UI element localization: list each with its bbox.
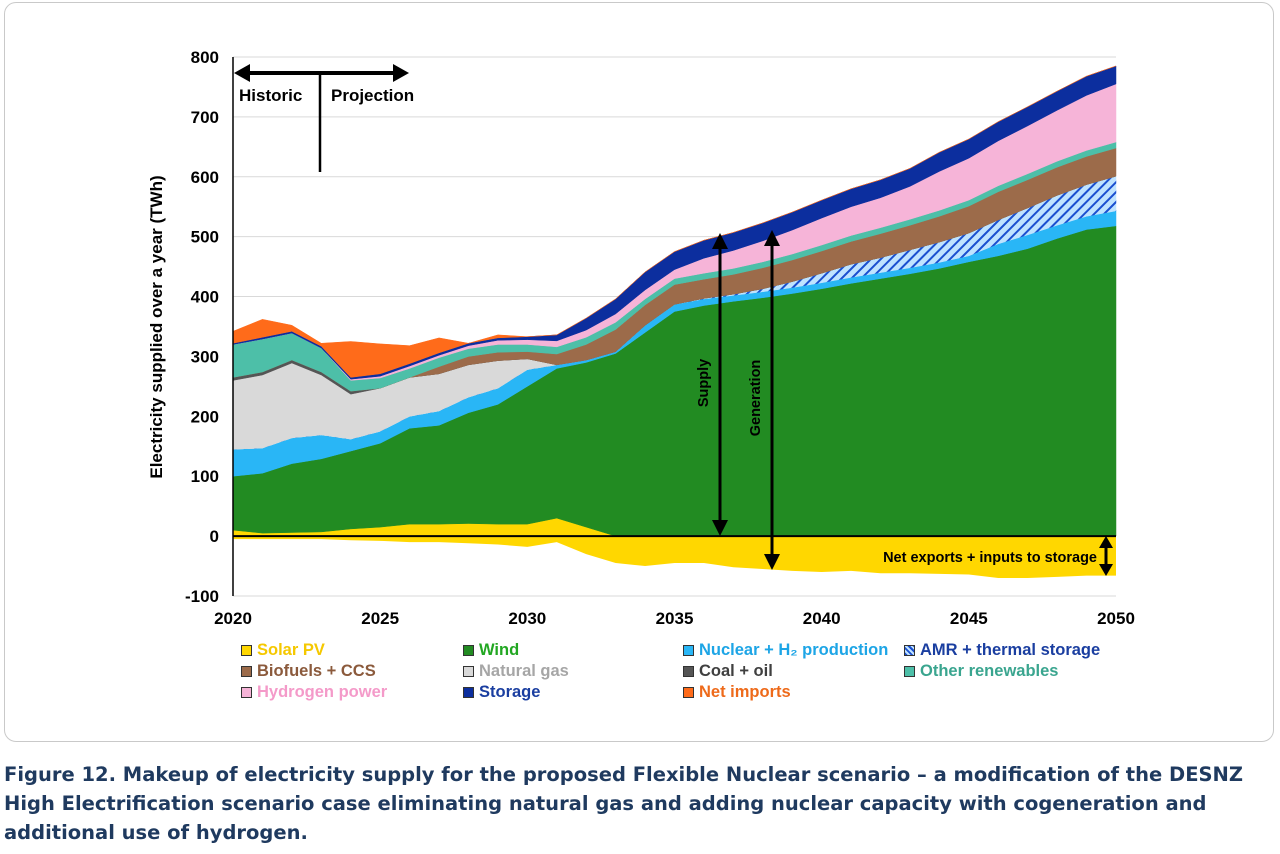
legend-item: Storage (463, 683, 540, 702)
legend-item: Nuclear + H₂ production (683, 641, 888, 660)
supply-label: Supply (696, 359, 712, 407)
figure-caption: Figure 12. Makeup of electricity supply … (4, 763, 1244, 844)
legend-label: Biofuels + CCS (257, 662, 376, 680)
y-tick-label: 800 (191, 48, 219, 67)
supply-arrow-head-top (712, 233, 728, 249)
y-tick-label: 500 (191, 228, 219, 247)
legend-item: Biofuels + CCS (241, 662, 376, 681)
historic-arrow-head-left (234, 64, 250, 82)
x-tick-label: 2025 (361, 609, 399, 628)
legend-item: Other renewables (904, 662, 1058, 681)
legend-label: Natural gas (479, 662, 569, 680)
legend-swatch (904, 645, 915, 656)
legend-swatch (241, 666, 252, 677)
y-tick-label: 400 (191, 288, 219, 307)
legend-item: Net imports (683, 683, 791, 702)
legend-label: Wind (479, 641, 520, 659)
legend-swatch (463, 666, 474, 677)
y-tick-label: 600 (191, 168, 219, 187)
historic-label: Historic (239, 86, 302, 105)
legend-label: Coal + oil (699, 662, 773, 680)
x-tick-label: 2050 (1097, 609, 1135, 628)
projection-arrow-head-right (393, 64, 409, 82)
y-tick-label: 100 (191, 467, 219, 486)
y-tick-label: 300 (191, 347, 219, 366)
legend-swatch (683, 687, 694, 698)
legend-item: Wind (463, 641, 519, 660)
y-tick-label: 0 (210, 527, 219, 546)
net-exports-label: Net exports + inputs to storage (883, 550, 1097, 566)
legend-label: Other renewables (920, 662, 1059, 680)
x-tick-label: 2040 (803, 609, 841, 628)
legend-swatch (463, 645, 474, 656)
axis-layer: -100 0 100 200 300 400 500 600 700 800 2020 2025 203… (185, 48, 1135, 628)
annotation-layer: Historic Projection Supply Generation Ne… (234, 64, 1113, 576)
legend-swatch (463, 687, 474, 698)
generation-label: Generation (748, 360, 764, 437)
x-tick-label: 2030 (508, 609, 546, 628)
chart-svg: -100 0 100 200 300 400 500 600 700 800 2020 2025 203… (147, 48, 1135, 628)
legend-item: Natural gas (463, 662, 569, 681)
net-exports-arrow-head-bottom (1099, 564, 1113, 576)
legend-label: Solar PV (257, 641, 325, 659)
x-tick-label: 2045 (950, 609, 988, 628)
y-tick-label: 200 (191, 407, 219, 426)
legend-label: Nuclear + H₂ production (699, 641, 889, 659)
legend-label: AMR + thermal storage (920, 641, 1101, 659)
projection-label: Projection (331, 86, 414, 105)
legend-item: AMR + thermal storage (904, 641, 1100, 660)
y-axis-label: Electricity supplied over a year (TWh) (147, 175, 166, 478)
generation-arrow-head-bottom (764, 554, 780, 570)
generation-arrow-head-top (764, 230, 780, 246)
x-tick-label: 2020 (214, 609, 252, 628)
area-series-10 (232, 65, 1117, 378)
legend-swatch (904, 666, 915, 677)
legend-item: Solar PV (241, 641, 325, 660)
y-tick-label: 700 (191, 108, 219, 127)
y-tick-label: -100 (185, 587, 219, 606)
area-layer (232, 65, 1117, 579)
legend-swatch (241, 687, 252, 698)
legend-item: Coal + oil (683, 662, 773, 681)
legend-swatch (683, 645, 694, 656)
legend-swatch (241, 645, 252, 656)
legend-item: Hydrogen power (241, 683, 387, 702)
legend-swatch (683, 666, 694, 677)
net-exports-arrow-head-top (1099, 536, 1113, 548)
area-series-11 (233, 536, 1116, 579)
legend-label: Storage (479, 683, 541, 701)
legend-label: Net imports (699, 683, 791, 701)
x-tick-label: 2035 (656, 609, 694, 628)
legend-label: Hydrogen power (257, 683, 388, 701)
supply-arrow-head-bottom (712, 520, 728, 536)
